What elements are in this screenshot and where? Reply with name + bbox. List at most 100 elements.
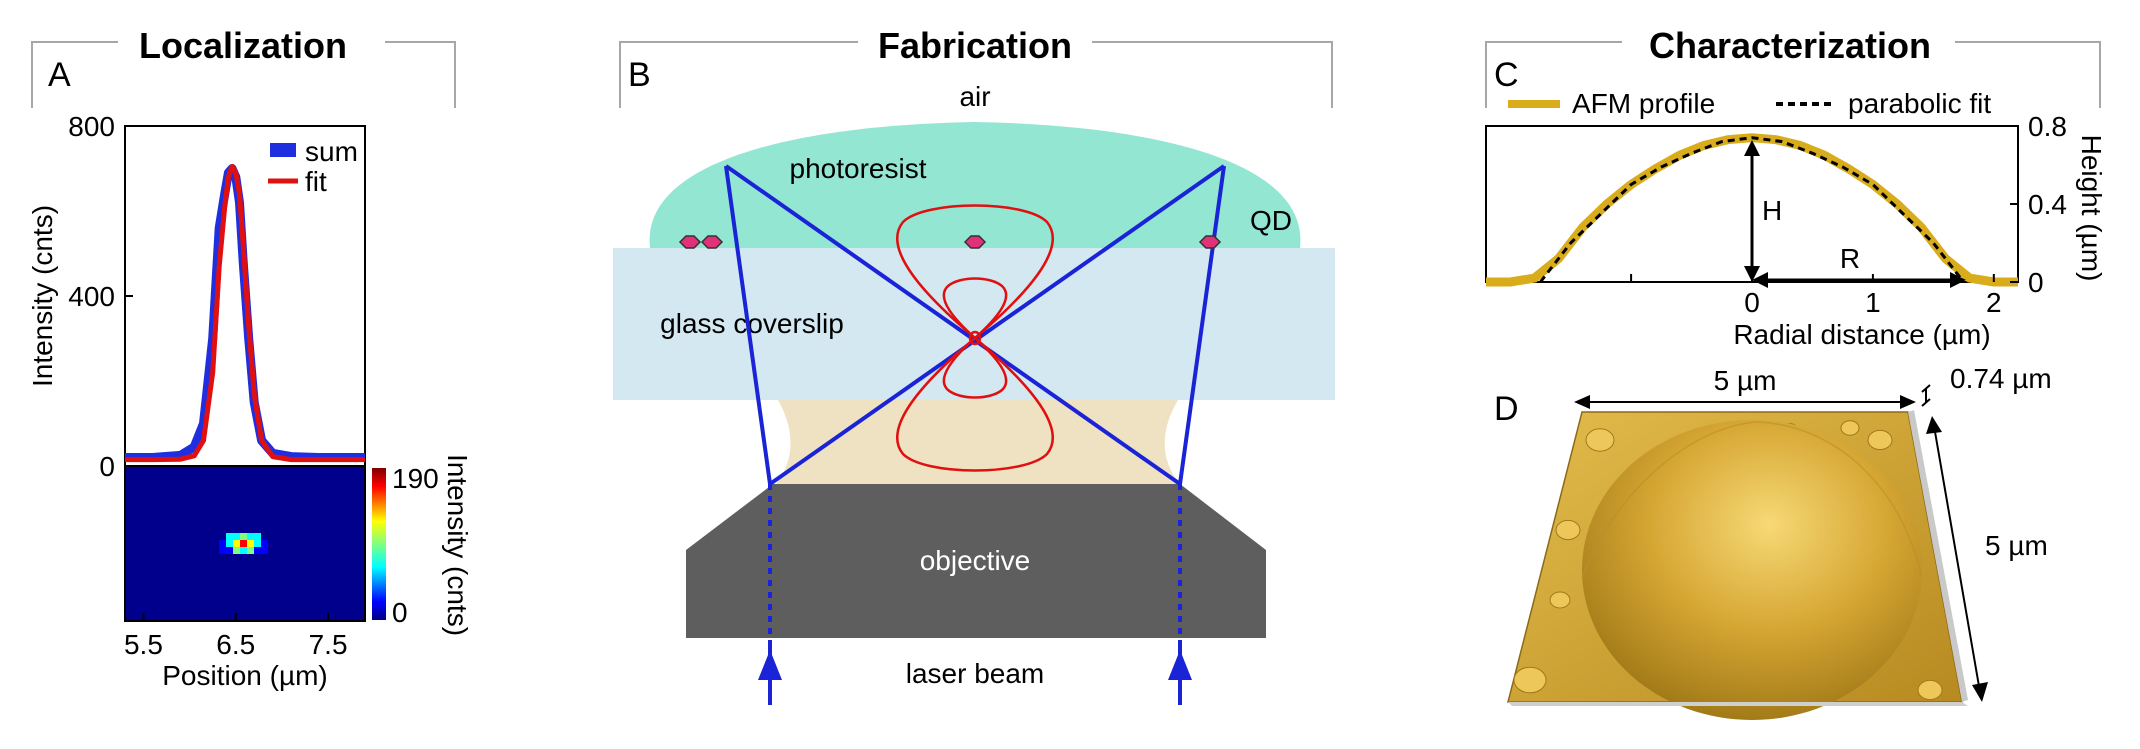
heatmap-cell [226, 547, 233, 554]
heatmap-cell [240, 554, 247, 561]
y-tick-label: 0 [2028, 267, 2044, 298]
glass-label: glass coverslip [660, 308, 844, 339]
heatmap-cell [247, 547, 254, 554]
width-label: 5 µm [1714, 365, 1777, 396]
colorbar-tick: 0 [392, 597, 408, 628]
section-title: Characterization [1649, 25, 1931, 66]
heatmap-cell [261, 533, 268, 540]
heatmap-cell [268, 540, 275, 547]
heatmap-cell [233, 526, 240, 533]
annotation-r: R [1840, 243, 1860, 274]
heatmap-cell [261, 547, 268, 554]
y-axis-label: Intensity (cnts) [27, 205, 58, 387]
afm-profile-chart: AFM profile parabolic fit 0 1 2 0.8 0.4 0 H R… [1486, 88, 2107, 350]
x-tick-label: 1 [1865, 287, 1881, 318]
arrow-up-icon [758, 650, 782, 680]
legend-label-fit: fit [305, 166, 327, 197]
y-axis-label: Height (µm) [2076, 135, 2107, 282]
x-tick-label: 2 [1986, 287, 2002, 318]
x-axis-label: Position (µm) [162, 660, 328, 691]
y-tick-label: 0 [99, 451, 115, 482]
legend-label-sum: sum [305, 136, 358, 167]
heatmap-cell [254, 540, 261, 547]
heatmap-cell [212, 540, 219, 547]
surface-bump [1556, 520, 1580, 539]
heatmap-cell [254, 526, 261, 533]
objective-label: objective [920, 545, 1031, 576]
depth-label: 5 µm [1985, 530, 2048, 561]
y-tick-label: 800 [68, 111, 115, 142]
heatmap-cell [226, 540, 233, 547]
panel-letter-c: C [1494, 56, 1519, 94]
panel-letter-d: D [1494, 390, 1519, 428]
heatmap-cell [219, 533, 226, 540]
heatmap-cell [247, 554, 254, 561]
arrow-left-icon [1574, 395, 1590, 409]
arrow-right-icon [1900, 395, 1916, 409]
section-title: Fabrication [878, 25, 1072, 66]
photoresist-layer [650, 122, 1301, 248]
heatmap-cell [240, 547, 247, 554]
surface-bump [1841, 421, 1859, 435]
laser-label: laser beam [906, 658, 1045, 689]
y-tick-label: 0.4 [2028, 189, 2067, 220]
heatmap-cell [254, 533, 261, 540]
qd-label: QD [1250, 205, 1292, 236]
colorbar-tick: 190 [392, 463, 439, 494]
legend-label-afm: AFM profile [1572, 88, 1715, 119]
psf-heatmap: Position (µm) 5.5 6.5 7.5 190 0 Intensity … [124, 454, 473, 691]
heatmap-cell [226, 554, 233, 561]
heatmap-cell [240, 533, 247, 540]
heatmap-cell [247, 540, 254, 547]
arrow-up-icon [1926, 416, 1942, 434]
microlens-dome [1582, 420, 1922, 720]
heatmap-cell [219, 540, 226, 547]
heatmap-cell [247, 526, 254, 533]
section-title: Localization [139, 25, 347, 66]
afm-front-face [1508, 702, 1968, 706]
surface-bump [1514, 667, 1546, 693]
heatmap-cell [226, 533, 233, 540]
heatmap-cell [240, 540, 247, 547]
y-tick-label: 400 [68, 281, 115, 312]
surface-bump [1918, 680, 1942, 699]
heatmap-cell [233, 540, 240, 547]
heatmap-cell [226, 526, 233, 533]
x-tick-label: 6.5 [216, 629, 255, 660]
legend-label-fit: parabolic fit [1848, 88, 1991, 119]
height-label: 0.74 µm [1950, 363, 2052, 394]
legend-swatch-sum [270, 143, 296, 157]
x-tick-label: 5.5 [124, 629, 163, 660]
fabrication-diagram: air photoresist glass coverslip objectiv… [613, 81, 1335, 705]
heatmap-cell [240, 526, 247, 533]
air-label: air [959, 81, 990, 112]
arrow-up-icon [1168, 650, 1192, 680]
surface-bump [1550, 592, 1570, 608]
heatmap-cell [247, 533, 254, 540]
surface-bump [1586, 429, 1614, 451]
panel-letter-b: B [628, 56, 651, 94]
heatmap-cell [261, 540, 268, 547]
x-tick-label: 7.5 [309, 629, 348, 660]
x-axis-label: Radial distance (µm) [1733, 319, 1990, 350]
x-tick-label: 0 [1744, 287, 1760, 318]
panel-letter-a: A [48, 56, 71, 94]
surface-bump [1868, 430, 1892, 449]
height-bracket [1922, 385, 1930, 406]
heatmap-cell [219, 547, 226, 554]
heatmap-cell [233, 554, 240, 561]
section-header-localization: Localization A [32, 25, 455, 108]
legend: AFM profile parabolic fit [1508, 88, 1991, 119]
colorbar [372, 468, 386, 620]
heatmap-cell [233, 533, 240, 540]
heatmap-cell [254, 547, 261, 554]
heatmap-cell [254, 554, 261, 561]
localization-chart: 0 400 800 Intensity (cnts) sum fit [27, 111, 365, 482]
photoresist-label: photoresist [790, 153, 927, 184]
arrow-down-icon [1972, 682, 1988, 702]
heatmap-cell [233, 547, 240, 554]
afm-3d-render: D 5 µm 0.74 µm 5 µm [1494, 363, 2052, 720]
annotation-h: H [1762, 195, 1782, 226]
y-tick-label: 0.8 [2028, 111, 2067, 142]
